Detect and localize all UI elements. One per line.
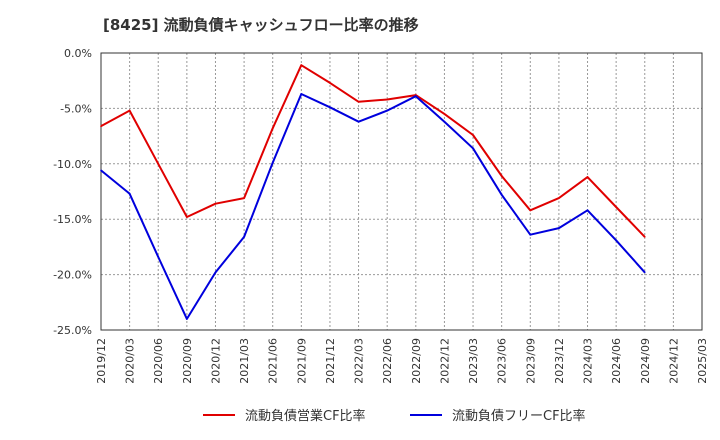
data-point bbox=[128, 192, 131, 195]
data-point bbox=[558, 227, 560, 229]
data-point bbox=[386, 109, 388, 112]
chart-title: [8425] 流動負債キャッシュフロー比率の推移 bbox=[103, 16, 419, 34]
data-point bbox=[500, 194, 503, 196]
y-axis-ticks: 0.0% -5.0% -10.0% -15.0% -20.0% -25.0% bbox=[53, 47, 92, 337]
data-point bbox=[271, 127, 274, 130]
data-point bbox=[186, 216, 188, 218]
y-tick-label: -25.0% bbox=[53, 324, 92, 337]
legend-label-1: 流動負債営業CF比率 bbox=[245, 408, 366, 424]
data-point bbox=[157, 163, 160, 165]
data-point bbox=[243, 236, 245, 238]
data-point bbox=[243, 197, 245, 199]
series-lines bbox=[100, 64, 646, 320]
data-point bbox=[100, 125, 102, 127]
plot-frame bbox=[100, 52, 703, 331]
data-point bbox=[357, 120, 360, 123]
data-point bbox=[329, 82, 331, 84]
data-point bbox=[500, 175, 503, 177]
x-tick-label: 2023/09 bbox=[524, 338, 537, 384]
y-tick-label: -10.0% bbox=[53, 158, 92, 171]
x-tick-label: 2022/03 bbox=[353, 338, 366, 384]
x-tick-label: 2021/12 bbox=[324, 338, 337, 384]
data-point bbox=[615, 206, 617, 208]
data-point bbox=[643, 236, 646, 238]
legend-label-2: 流動負債フリーCF比率 bbox=[452, 408, 586, 424]
data-point bbox=[128, 109, 131, 112]
data-point bbox=[443, 120, 446, 123]
data-point bbox=[300, 93, 303, 95]
x-tick-label: 2023/12 bbox=[553, 338, 566, 384]
x-tick-label: 2022/12 bbox=[438, 338, 451, 384]
data-point bbox=[300, 64, 303, 66]
data-point bbox=[100, 169, 102, 172]
data-point bbox=[558, 197, 560, 199]
x-tick-label: 2020/09 bbox=[181, 338, 194, 384]
x-tick-label: 2021/06 bbox=[267, 338, 280, 384]
data-point bbox=[214, 271, 217, 274]
y-tick-label: -20.0% bbox=[53, 269, 92, 282]
data-point bbox=[357, 100, 360, 103]
data-point bbox=[329, 106, 331, 109]
x-tick-label: 2023/06 bbox=[496, 338, 509, 384]
data-point bbox=[186, 318, 188, 320]
y-tick-label: -5.0% bbox=[60, 102, 92, 115]
data-point bbox=[586, 176, 589, 178]
data-point bbox=[472, 147, 474, 150]
data-point bbox=[472, 134, 474, 136]
data-point bbox=[157, 256, 160, 258]
x-tick-label: 2021/09 bbox=[295, 338, 308, 384]
y-tick-label: 0.0% bbox=[64, 47, 92, 60]
x-tick-label: 2025/03 bbox=[696, 338, 709, 384]
x-tick-label: 2024/12 bbox=[667, 338, 680, 384]
data-point bbox=[529, 233, 532, 236]
series-line-2 bbox=[100, 93, 646, 320]
series-line-1 bbox=[100, 64, 646, 238]
x-tick-label: 2024/09 bbox=[639, 338, 652, 384]
data-point bbox=[271, 161, 274, 164]
data-point bbox=[586, 209, 589, 212]
data-point bbox=[415, 95, 417, 98]
x-tick-label: 2022/06 bbox=[381, 338, 394, 384]
legend: 流動負債営業CF比率 流動負債フリーCF比率 bbox=[203, 408, 586, 424]
y-tick-label: -15.0% bbox=[53, 213, 92, 226]
x-tick-label: 2020/06 bbox=[152, 338, 165, 384]
data-point bbox=[529, 209, 532, 212]
x-tick-label: 2021/03 bbox=[238, 338, 251, 384]
data-point bbox=[643, 271, 646, 274]
data-point bbox=[386, 98, 388, 101]
data-point bbox=[443, 113, 446, 115]
x-tick-label: 2022/09 bbox=[410, 338, 423, 384]
grid bbox=[101, 53, 702, 330]
x-tick-label: 2023/03 bbox=[467, 338, 480, 384]
x-tick-label: 2019/12 bbox=[95, 338, 108, 384]
x-tick-label: 2024/06 bbox=[610, 338, 623, 384]
data-point bbox=[214, 202, 217, 205]
data-point bbox=[615, 239, 617, 242]
x-tick-label: 2020/12 bbox=[209, 338, 222, 384]
x-axis-ticks: 2019/12 2020/03 2020/06 2020/09 2020/12 2021/… bbox=[95, 338, 709, 384]
x-tick-label: 2024/03 bbox=[582, 338, 595, 384]
x-tick-label: 2020/03 bbox=[124, 338, 137, 384]
